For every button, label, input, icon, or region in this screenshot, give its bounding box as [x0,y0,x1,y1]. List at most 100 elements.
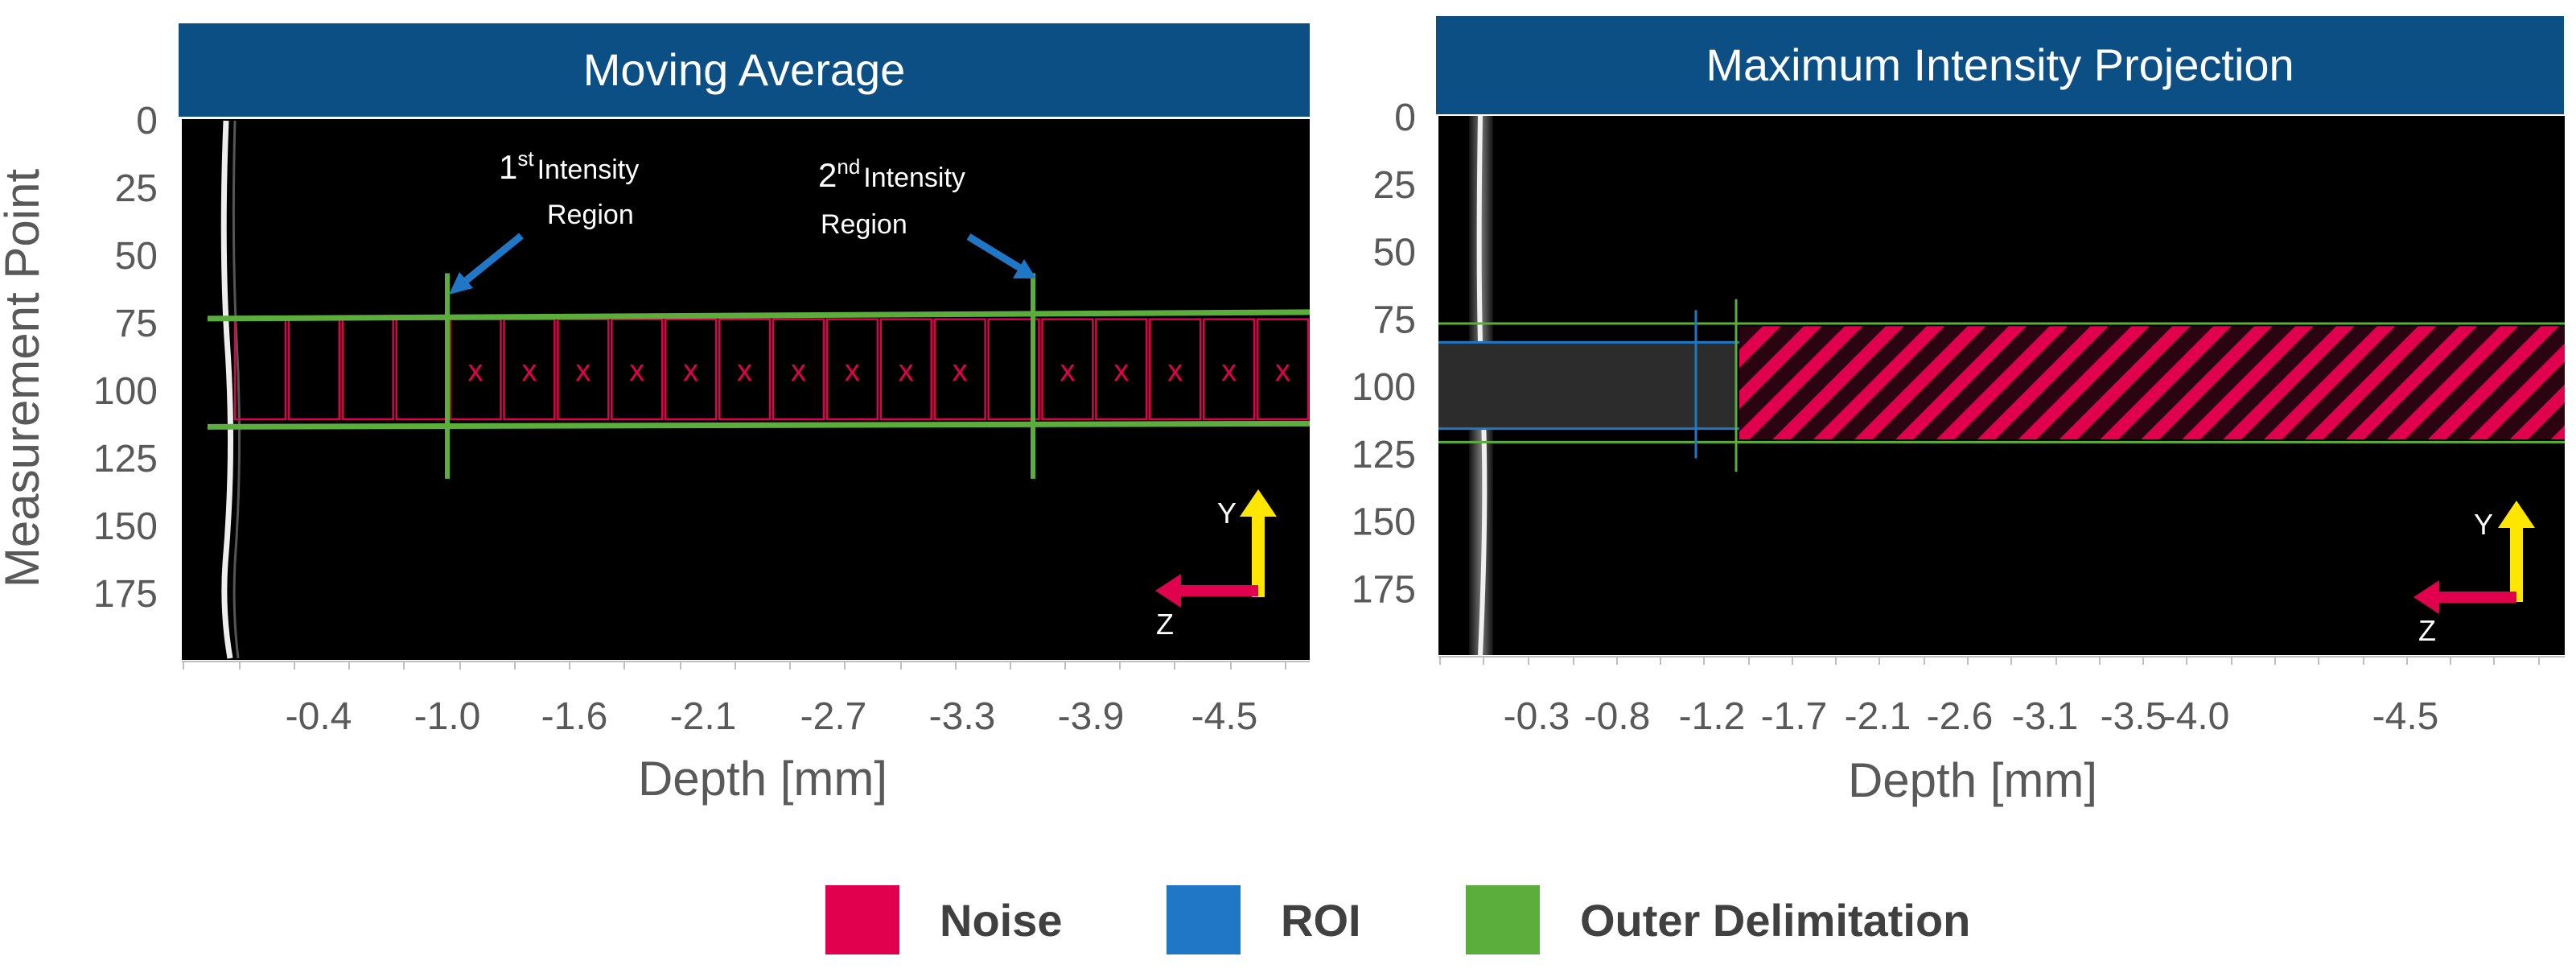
region-2-arrowhead [1013,259,1036,278]
region-1-pointer-arrow [460,233,524,287]
noise-window [1202,318,1256,421]
y-tick-label: 25 [1373,164,1416,207]
legend-noise: Noise [825,882,1063,958]
y-axis-ticks: 0 25 50 75 100 125 150 175 [93,100,158,616]
legend-label-roi: ROI [1281,894,1361,946]
y-tick-label: 50 [115,235,158,278]
y-tick-label: 0 [1394,97,1416,139]
x-tick-label: -2.1 [670,695,737,738]
panel-header [179,23,1310,117]
noise-window [1041,318,1094,421]
y-tick-label: 150 [93,505,158,548]
noise-marker: x [1221,354,1237,388]
noise-marker: x [468,354,484,388]
noise-window [825,318,879,421]
x-tick-label: -3.5 [2101,695,2167,738]
noise-window [1095,318,1148,421]
x-axis-ticks: -0.4 -1.0 -1.6 -2.1 -2.7 -3.3 -3.9 -4.5 [183,662,1286,738]
x-tick-label: -3.3 [929,695,996,738]
y-tick-label: 175 [93,573,158,616]
x-tick-label: -3.1 [2012,695,2079,738]
noise-marker: x [791,354,806,388]
noise-marker: x [953,354,968,388]
plot-area [182,119,1310,660]
x-axis-label: Depth [mm] [638,752,887,806]
outer-delimitation-top [207,309,1311,322]
outer-delimitation-bottom [207,420,1311,430]
legend-roi: ROI [1167,882,1361,958]
x-tick-label: -2.1 [1845,695,1911,738]
y-direction-arrowhead [2498,501,2535,528]
roi-band [1438,342,1736,429]
x-axis-ticks: -0.3 -0.8 -1.2 -1.7 -2.1 -2.6 -3.1 -3.5-4.0 -4.5 [1439,657,2540,738]
z-direction-arrowhead [2413,580,2439,614]
x-tick-label: -2.6 [1927,695,1994,738]
y-tick-label: 100 [1352,366,1416,409]
legend-swatch-outer-delimitation [1466,885,1540,954]
panel-title: Moving Average [583,44,906,95]
x-tick-label: -0.8 [1584,695,1651,738]
noise-window [611,318,664,421]
noise-marker: x [1113,354,1129,388]
x-tick-label: -2.7 [800,695,867,738]
region-1-number: 1 [499,148,517,186]
intensity-region-2-label: 2nd Intensity [818,155,965,194]
legend-swatch-noise [825,885,899,954]
intensity-region-2-line2: Region [821,209,907,240]
y-tick-label: 150 [1352,501,1416,544]
outer-delimitation [207,309,1311,430]
region-2-number: 2 [818,156,837,194]
noise-marker: x [575,354,591,388]
y-tick-label: 50 [1373,232,1416,274]
noise-window [772,318,825,421]
y-axis-label: Measurement Point [0,169,49,588]
x-axis-label: Depth [mm] [1848,753,2097,807]
noise-marker: x [845,354,860,388]
y-direction-label: Y [1217,497,1237,530]
x-tick-label: -1.2 [1679,695,1746,738]
noise-window [933,318,986,421]
noise-marker: x [737,354,752,388]
y-tick-label: 0 [136,100,158,142]
surface-reflection [220,120,234,659]
noise-marker: x [899,354,914,388]
y-tick-label: 75 [115,303,158,345]
surface-echo [232,120,241,659]
noise-marker: x [683,354,698,388]
legend-label-noise: Noise [940,894,1063,946]
noise-window [987,318,1040,421]
noise-marker: x [629,354,644,388]
noise-marker: x [1060,354,1075,388]
x-tick-label: -0.3 [1504,695,1570,738]
intensity-region-lines [445,273,1035,479]
x-tick-label: -1.0 [414,695,481,738]
noise-window [718,318,772,421]
y-direction-arrowhead [1240,489,1277,517]
region-2-word: Intensity [863,163,965,193]
noise-window [664,318,718,421]
legend-outer-delimitation: Outer Delimitation [1466,882,1970,958]
legend-label-outer-delimitation: Outer Delimitation [1580,894,1971,946]
x-tick-label: -1.6 [541,695,608,738]
noise-marker: x [1275,354,1290,388]
noise-marker: x [1167,354,1183,388]
noise-window [1256,318,1310,421]
y-tick-label: 175 [1352,568,1416,611]
y-tick-label: 100 [93,370,158,413]
region-1-suffix: st [517,146,534,171]
noise-region [1739,326,2565,439]
panel-maximum-intensity-projection: Maximum Intensity Projection Y Z 0 25 50 75… [1352,16,2565,807]
intensity-region-1-label: 1st Intensity [499,146,639,186]
y-tick-label: 125 [1352,434,1416,476]
x-tick-label: -4.0 [2163,695,2230,738]
x-tick-label: -1.7 [1761,695,1828,738]
noise-marker: x [521,354,537,388]
noise-window [879,318,932,421]
panel-title: Maximum Intensity Projection [1706,39,2294,90]
region-2-pointer-arrow [966,233,1023,271]
z-direction-arrowhead [1155,574,1181,608]
intensity-region-1-line2: Region [547,200,634,230]
delimitation-lines [1438,299,2565,472]
